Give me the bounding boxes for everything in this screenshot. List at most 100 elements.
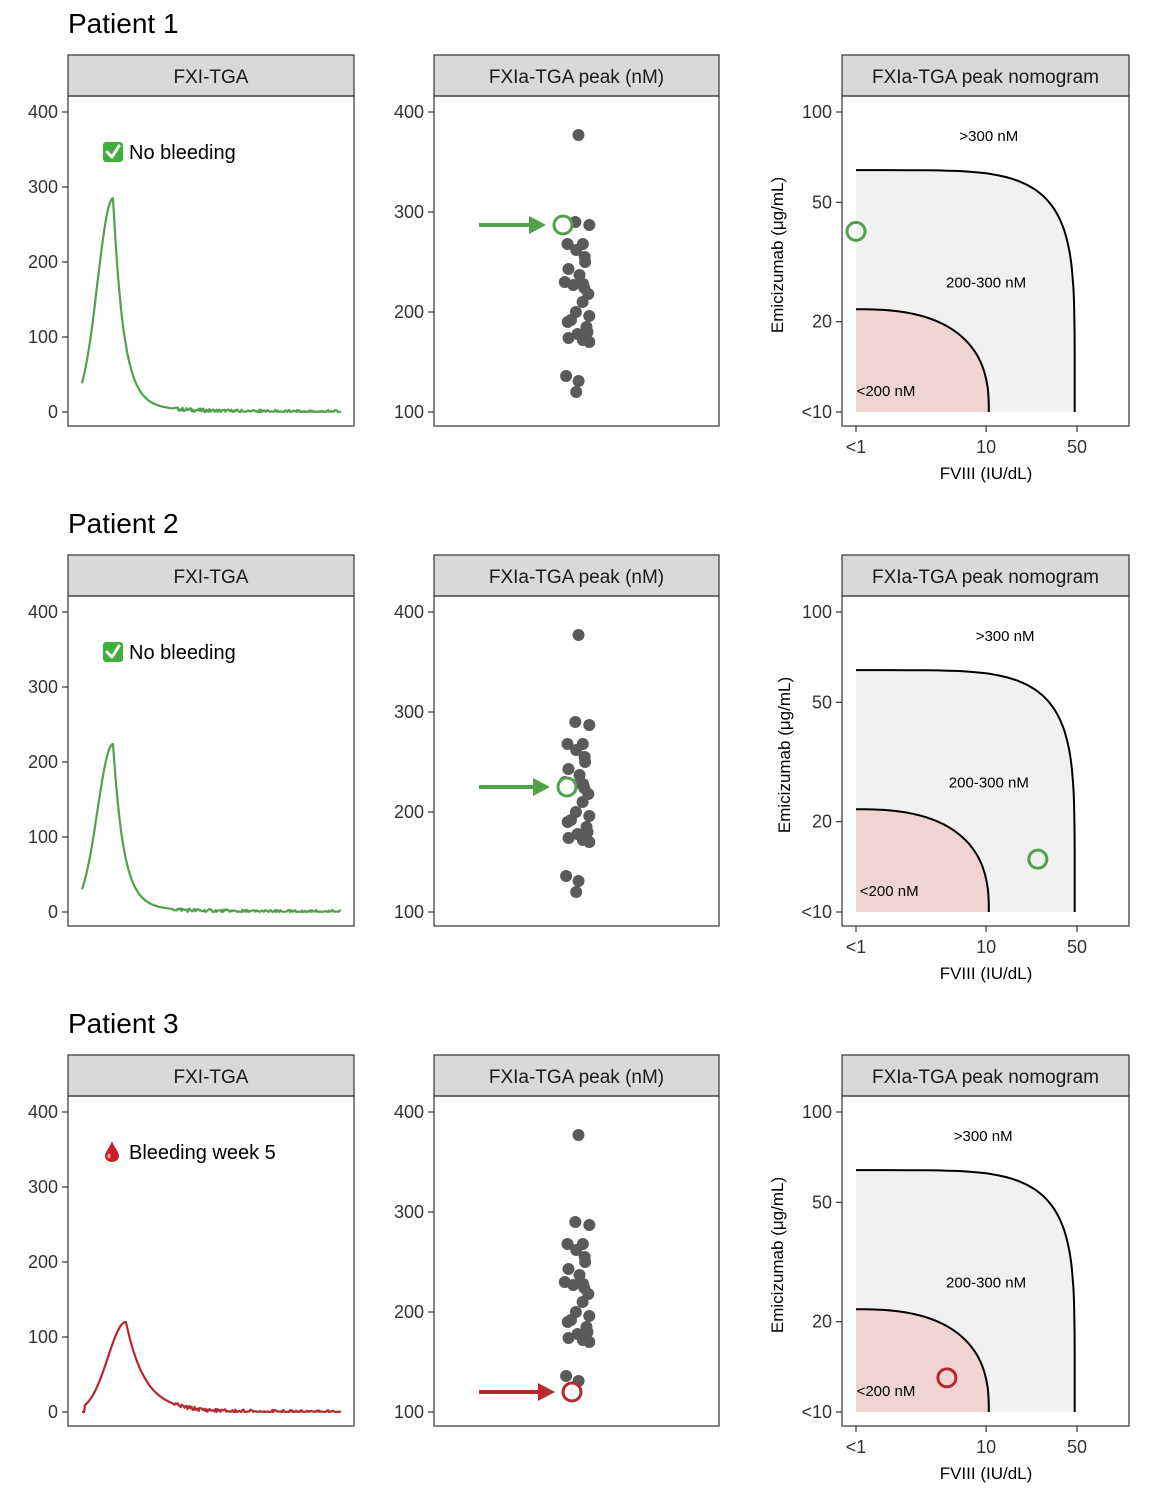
peak-y-tick-label: 200: [394, 302, 424, 322]
cohort-dot: [570, 386, 583, 398]
nomo-x-tick-label: 10: [976, 437, 996, 457]
peak-y-tick-label: 100: [394, 402, 424, 422]
cohort-dot: [561, 316, 574, 328]
tga-curve: [81, 1320, 342, 1414]
peak-y-tick-label: 400: [394, 102, 424, 122]
peak-frame: [433, 1095, 720, 1427]
tga-y-tick-label: 100: [28, 827, 58, 847]
contour-200: [856, 808, 990, 912]
nomo-y-tick-label: 20: [812, 812, 832, 832]
nomo-strip: [841, 54, 1130, 97]
cohort-dot: [561, 238, 574, 250]
nomo-y-tick-label: 100: [802, 1102, 832, 1122]
cohort-dot: [583, 1219, 596, 1231]
cohort-dot: [583, 336, 596, 348]
contour-200: [856, 308, 990, 412]
cohort-dot: [562, 1263, 575, 1275]
tga-y-tick-label: 100: [28, 327, 58, 347]
peak-strip-label: FXIa-TGA peak (nM): [489, 567, 664, 588]
arrow-head-icon: [538, 1383, 555, 1401]
zone-low-fill: [856, 809, 989, 912]
cohort-dot: [562, 763, 575, 775]
nomo-panel: FXIa-TGA peak nomogram <10 20 50 100 <1 10 50 FV…: [768, 1054, 1130, 1483]
zone-mid-label: 200-300 nM: [946, 275, 1026, 292]
tga-y-tick-label: 400: [28, 602, 58, 622]
cohort-dot: [569, 716, 582, 728]
nomo-y-tick-label: 20: [812, 312, 832, 332]
nomo-y-tick-label: <10: [801, 902, 832, 922]
cohort-dot: [573, 1269, 586, 1281]
tga-y-tick-label: 300: [28, 677, 58, 697]
arrow-head-icon: [529, 216, 546, 234]
peak-panel: FXIa-TGA peak (nM) 100 200 300 400: [394, 554, 720, 927]
tga-y-tick-label: 400: [28, 1102, 58, 1122]
cohort-dot: [583, 836, 596, 848]
contour-200: [856, 1308, 990, 1412]
cohort-dot: [572, 875, 585, 887]
patient-peak-marker: [556, 776, 578, 798]
cohort-dot: [583, 1336, 596, 1348]
cohort-dot: [560, 1370, 573, 1382]
tga-y-tick-label: 200: [28, 752, 58, 772]
nomo-panel: FXIa-TGA peak nomogram <10 20 50 100 <1 10 50 FV…: [768, 54, 1130, 483]
tga-y-tick-label: 100: [28, 1327, 58, 1347]
tga-y-tick-label: 300: [28, 1177, 58, 1197]
zone-mid-label: 200-300 nM: [946, 1275, 1026, 1292]
tga-frame: [67, 95, 355, 427]
cohort-dot: [560, 870, 573, 882]
tga-panel: FXI-TGA 0 100 200 300 400 No bleeding: [28, 554, 355, 927]
nomo-x-title: FVIII (IU/dL): [940, 464, 1033, 483]
nomo-y-tick-label: 50: [812, 1192, 832, 1212]
cohort-dot: [583, 1310, 596, 1322]
nomo-y-tick-label: 50: [812, 692, 832, 712]
nomo-x-tick-label: 10: [976, 937, 996, 957]
zone-low-label: <200 nM: [860, 883, 919, 900]
tga-y-tick-label: 0: [48, 1402, 58, 1422]
tga-y-tick-label: 200: [28, 1252, 58, 1272]
tga-strip-label: FXI-TGA: [174, 67, 249, 88]
nomo-x-tick-label: 50: [1067, 437, 1087, 457]
patient-row: Patient 2: [68, 508, 179, 539]
nomo-y-tick-label: 100: [802, 102, 832, 122]
tga-y-tick-label: 0: [48, 902, 58, 922]
tga-frame: [67, 1095, 355, 1427]
zone-low-label: <200 nM: [857, 1383, 916, 1400]
cohort-dot: [570, 244, 583, 256]
cohort-dot: [576, 296, 589, 308]
status-text: No bleeding: [129, 642, 236, 664]
cohort-dot: [561, 1316, 574, 1328]
nomo-x-tick-label: 50: [1067, 937, 1087, 957]
cohort-dot: [570, 744, 583, 756]
peak-y-tick-label: 300: [394, 1202, 424, 1222]
cohort-dot: [576, 1296, 589, 1308]
nomo-y-tick-label: 50: [812, 192, 832, 212]
tga-y-tick-label: 400: [28, 102, 58, 122]
tga-strip-label: FXI-TGA: [174, 567, 249, 588]
checkmark-icon-tick: [105, 144, 121, 159]
cohort-dot: [561, 1238, 574, 1250]
peak-strip: [433, 1054, 720, 1097]
peak-y-tick-label: 200: [394, 1302, 424, 1322]
cohort-dot: [573, 769, 586, 781]
nomo-panel: FXIa-TGA peak nomogram <10 20 50 100 <1 10 50 FV…: [775, 554, 1130, 983]
checkmark-icon-tick: [105, 644, 121, 659]
peak-y-tick-label: 200: [394, 802, 424, 822]
zone-low-fill: [856, 1309, 989, 1412]
tga-strip: [67, 554, 355, 597]
cohort-dot: [560, 370, 573, 382]
cohort-dot: [579, 756, 592, 768]
tga-panel: FXI-TGA 0 100 200 300 400 No bleeding: [28, 54, 355, 427]
status-text: No bleeding: [129, 142, 236, 164]
peak-y-tick-label: 300: [394, 702, 424, 722]
nomo-x-tick-label: <1: [846, 437, 867, 457]
nomo-y-tick-label: 100: [802, 602, 832, 622]
nomo-x-tick-label: 10: [976, 1437, 996, 1457]
peak-y-tick-label: 300: [394, 202, 424, 222]
zone-low-label: <200 nM: [857, 383, 916, 400]
nomo-y-title: Emicizumab (μg/mL): [775, 677, 794, 833]
cohort-dot: [562, 1332, 575, 1344]
peak-frame: [433, 595, 720, 927]
cohort-dot: [572, 129, 585, 141]
patient-row: Patient 3: [68, 1008, 179, 1039]
zone-high-label: >300 nM: [959, 128, 1018, 145]
